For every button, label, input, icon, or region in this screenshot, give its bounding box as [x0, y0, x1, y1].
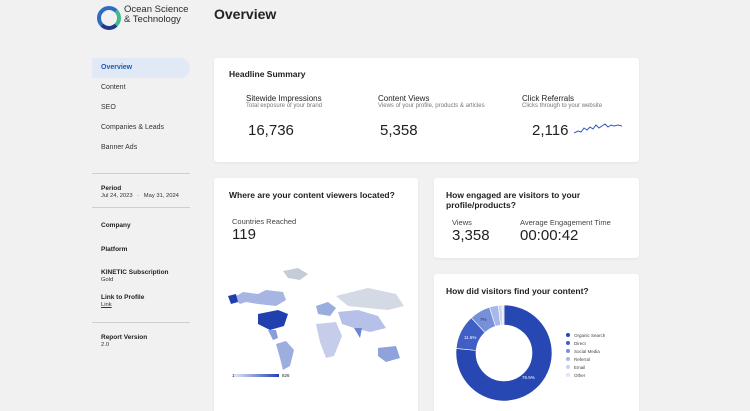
donut-label-direct: 11.6%: [464, 335, 477, 340]
profile-block: Link to Profile Link: [101, 294, 144, 308]
logo-icon: [97, 6, 121, 30]
subscription-label: KINETIC Subscription: [101, 269, 169, 276]
map-india[interactable]: [354, 328, 362, 338]
views-sub: Views of your profile, products & articl…: [378, 103, 485, 109]
donut-label-organic: 76.5%: [522, 375, 535, 380]
donut-slice-other[interactable]: [501, 304, 505, 326]
divider: [92, 207, 190, 208]
map-color-scale: [233, 374, 279, 377]
donut-slice-organic-search[interactable]: [455, 304, 553, 402]
engagement-card: How engaged are visitors to your profile…: [434, 178, 639, 258]
impressions-sub: Total exposure of your brand: [246, 103, 323, 109]
brand-name: Ocean Science & Technology: [124, 4, 189, 25]
legend-label: Other: [574, 372, 586, 378]
sources-title: How did visitors find your content?: [446, 286, 589, 296]
legend-item[interactable]: Organic Search: [566, 331, 605, 339]
main-nav: Overview Content SEO Companies & Leads B…: [92, 58, 190, 158]
map-usa[interactable]: [258, 310, 288, 330]
countries-label: Countries Reached: [232, 217, 297, 226]
legend-item[interactable]: Other: [566, 371, 605, 379]
map-greenland[interactable]: [283, 268, 308, 280]
donut-label-social: 7%: [480, 317, 487, 322]
legend-item[interactable]: Email: [566, 363, 605, 371]
map-africa[interactable]: [316, 322, 342, 358]
sidebar: Ocean Science & Technology Overview Cont…: [0, 0, 200, 411]
headline-summary-card: Headline Summary Sitewide Impressions To…: [214, 58, 639, 162]
company-label: Company: [101, 222, 131, 229]
map-alaska[interactable]: [228, 294, 238, 304]
headline-title: Headline Summary: [229, 69, 306, 79]
divider: [92, 322, 190, 323]
nav-item-content[interactable]: Content: [101, 84, 126, 91]
period-block: Period Jul 24, 2023 - May 31, 2024: [101, 185, 179, 199]
page-title: Overview: [214, 6, 277, 22]
clicks-label: Click Referrals: [522, 94, 575, 103]
subscription-value: Gold: [101, 277, 114, 283]
nav-item-seo[interactable]: SEO: [101, 104, 116, 111]
period-start: Jul 24, 2023: [101, 193, 133, 199]
legend-swatch: [566, 373, 570, 377]
legend-label: Organic Search: [574, 332, 606, 338]
clicks-sub: Clicks through to your website: [522, 103, 603, 109]
legend-label: Direct: [574, 340, 586, 346]
profile-link[interactable]: Link: [101, 302, 112, 308]
map-asia[interactable]: [338, 310, 386, 332]
engagement-title: How engaged are visitors to your profile…: [446, 190, 581, 210]
version-block: Report Version 2.0: [101, 334, 147, 348]
legend-label: Social Media: [574, 348, 600, 354]
map-europe[interactable]: [316, 302, 336, 316]
map-mexico[interactable]: [268, 330, 278, 340]
location-card: Where are your content viewers located? …: [214, 178, 418, 411]
location-title: Where are your content viewers located?: [229, 190, 395, 200]
divider: [92, 173, 190, 174]
legend-item[interactable]: Direct: [566, 339, 605, 347]
engagement-views-label: Views: [452, 218, 472, 227]
clicks-value: 2,116: [532, 122, 569, 139]
engagement-time-label: Average Engagement Time: [520, 218, 611, 227]
traffic-sources-donut[interactable]: [454, 303, 554, 403]
subscription-block: KINETIC Subscription Gold: [101, 269, 169, 283]
sources-legend: Organic Search Direct Social Media Refer…: [566, 331, 605, 379]
company-filter[interactable]: Company: [101, 222, 131, 229]
impressions-value: 16,736: [248, 122, 294, 139]
version-label: Report Version: [101, 334, 148, 341]
legend-item[interactable]: Social Media: [566, 347, 605, 355]
platform-filter[interactable]: Platform: [101, 246, 127, 253]
map-canada[interactable]: [233, 290, 286, 306]
map-south-america[interactable]: [276, 341, 294, 370]
map-australia[interactable]: [378, 346, 400, 362]
scale-min: 1: [232, 373, 235, 378]
map-russia[interactable]: [336, 288, 404, 310]
views-value: 5,358: [380, 122, 418, 139]
legend-swatch: [566, 365, 570, 369]
legend-swatch: [566, 349, 570, 353]
engagement-views-value: 3,358: [452, 227, 490, 244]
profile-label: Link to Profile: [101, 294, 145, 301]
platform-label: Platform: [101, 246, 128, 253]
engagement-time-value: 00:00:42: [520, 227, 579, 244]
period-end: May 31, 2024: [143, 193, 179, 199]
world-map[interactable]: [228, 266, 414, 371]
version-value: 2.0: [101, 342, 110, 348]
legend-label: Email: [574, 364, 586, 370]
period-label: Period: [101, 185, 122, 192]
clicks-sparkline: [574, 123, 622, 134]
nav-item-banner-ads[interactable]: Banner Ads: [101, 144, 138, 151]
countries-value: 119: [232, 226, 256, 243]
nav-item-overview[interactable]: Overview: [92, 58, 190, 78]
scale-max: 826: [282, 373, 290, 378]
period-range[interactable]: Jul 24, 2023 - May 31, 2024: [101, 193, 179, 199]
legend-swatch: [566, 341, 570, 345]
impressions-label: Sitewide Impressions: [246, 94, 322, 103]
legend-swatch: [566, 333, 570, 337]
brand-logo[interactable]: Ocean Science & Technology: [97, 5, 194, 30]
legend-label: Referral: [574, 356, 591, 362]
legend-item[interactable]: Referral: [566, 355, 605, 363]
views-label: Content Views: [378, 94, 430, 103]
nav-item-companies-leads[interactable]: Companies & Leads: [101, 124, 165, 131]
legend-swatch: [566, 357, 570, 361]
